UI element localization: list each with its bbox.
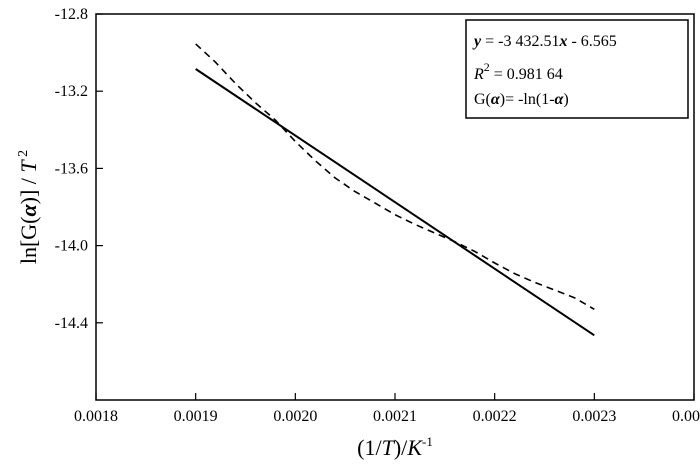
annotation-model: G(α)= -ln(1-α)	[474, 91, 569, 108]
x-tick-label: 0.0019	[174, 408, 218, 425]
y-axis-title: ln[G(α)] / T 2	[16, 150, 41, 264]
x-tick-label: 0.0024	[672, 408, 700, 425]
y-tick-label: -13.2	[55, 83, 88, 100]
x-tick-label: 0.0021	[373, 408, 417, 425]
linear-fit-line	[195, 68, 595, 337]
x-tick-label: 0.0018	[74, 408, 118, 425]
y-tick-label: -14.4	[55, 315, 88, 332]
axis-ticks: 0.0018 0.0019 0.0020 0.0021 0.0022 0.0023 0.00…	[55, 6, 700, 425]
fit-annotation-box: y = -3 432.51x - 6.565 R2 = 0.981 64 G(α…	[465, 19, 689, 119]
x-axis-title: (1/T)/K-1	[357, 434, 433, 460]
x-tick-label: 0.0020	[273, 408, 317, 425]
x-tick-label: 0.0023	[572, 408, 616, 425]
y-tick-label: -12.8	[55, 6, 88, 23]
series-layer	[195, 43, 595, 337]
y-tick-label: -14.0	[55, 238, 88, 255]
x-tick-label: 0.0022	[473, 408, 517, 425]
y-tick-label: -13.6	[55, 160, 88, 177]
annotation-frame	[465, 19, 689, 119]
experimental-data-line	[195, 43, 595, 310]
annotation-equation: y = -3 432.51x - 6.565	[472, 33, 617, 50]
annotation-r-squared: R2 = 0.981 64	[473, 60, 563, 83]
